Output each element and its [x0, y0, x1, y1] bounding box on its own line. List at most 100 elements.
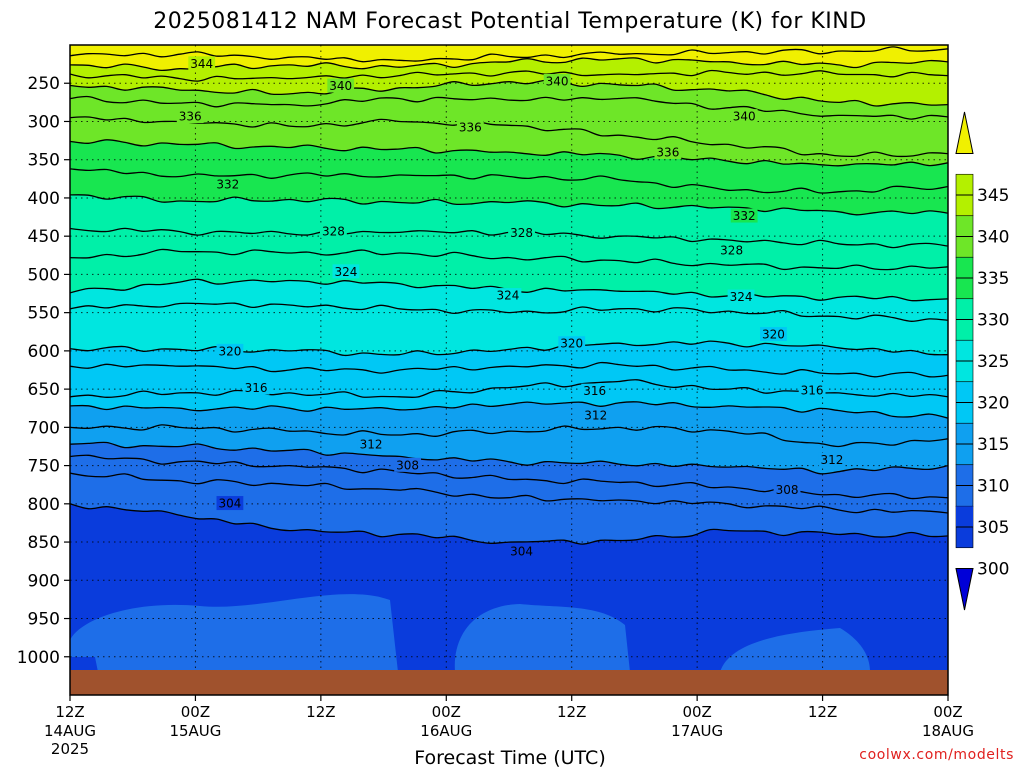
- isentrope-label-text: 312: [360, 438, 383, 452]
- theta-band-336: [70, 116, 948, 166]
- isentrope-label-bg: [494, 288, 522, 303]
- plot-border: [69, 44, 949, 696]
- y-tick-label: 1000: [17, 648, 60, 668]
- y-tick-900: 900: [28, 571, 70, 591]
- isentrope-320: [70, 340, 948, 357]
- isentrope-label-bg: [242, 380, 270, 395]
- isentrope-label-328: 328: [508, 225, 535, 240]
- isentrope-label-bg: [320, 223, 347, 238]
- theta-band-306: [70, 473, 948, 545]
- isentrope-label-bg: [214, 177, 242, 192]
- y-tick-label: 500: [28, 265, 60, 285]
- isentrope-338: [70, 95, 948, 120]
- y-tick-500: 500: [28, 265, 70, 285]
- isentrope-label-text: 308: [776, 483, 799, 497]
- x-tick-label-line1: 12Z: [306, 703, 335, 721]
- isentrope-label-bg: [798, 382, 826, 397]
- isentrope-label-bg: [394, 457, 422, 472]
- isentrope-label-bg: [760, 327, 787, 342]
- colorbar-label-305: 305: [977, 518, 1009, 538]
- isentrope-label-text: 316: [245, 381, 268, 395]
- isentrope-label-316: 316: [798, 382, 826, 397]
- isentrope-label-text: 304: [510, 545, 533, 559]
- isentrope-label-text: 308: [396, 458, 419, 472]
- x-tick-label-line1: 12Z: [808, 703, 837, 721]
- theta-band-330: [70, 194, 948, 248]
- isentrope-306: [70, 472, 948, 514]
- isentrope-332: [70, 168, 948, 194]
- isentrope-label-bg: [327, 78, 355, 93]
- theta-band-328: [70, 228, 948, 270]
- isentrope-label-text: 344: [190, 57, 213, 71]
- x-tick-label-line2: 16AUG: [420, 722, 472, 740]
- isentrope-label-text: 340: [546, 74, 569, 88]
- isentrope-label-text: 328: [322, 224, 345, 238]
- isentrope-label-328: 328: [320, 223, 347, 238]
- x-tick-label-line3: 2025: [51, 740, 89, 758]
- isentrope-340: [70, 79, 948, 107]
- cold-pool-2: [454, 604, 630, 672]
- colorbar-label-320: 320: [977, 394, 1009, 414]
- isentrope-label-bg: [773, 482, 801, 497]
- cold-pool-3: [720, 628, 870, 672]
- isentrope-label-text: 328: [720, 243, 743, 257]
- theta-band-332: [70, 168, 948, 215]
- colorbar-segment-low: [956, 506, 973, 527]
- isentrope-330: [70, 194, 948, 216]
- isentrope-label-340: 340: [327, 78, 355, 93]
- x-tick-label-line1: 00Z: [432, 703, 461, 721]
- isentrope-label-320: 320: [760, 327, 787, 342]
- y-tick-label: 250: [28, 74, 60, 94]
- y-tick-label: 400: [28, 189, 60, 209]
- isentrope-label-bg: [176, 109, 204, 124]
- theta-fill-bands: [70, 46, 948, 670]
- x-tick-label-line2: 18AUG: [922, 722, 974, 740]
- y-tick-label: 450: [28, 227, 60, 247]
- isentrope-label-text: 304: [218, 497, 241, 511]
- isentrope-label-text: 332: [216, 178, 239, 192]
- isentrope-312: [70, 424, 948, 448]
- chart-title: 2025081412 NAM Forecast Potential Temper…: [153, 9, 866, 34]
- theta-band-312: [70, 424, 948, 474]
- theta-band-308: [70, 455, 948, 513]
- isentrope-label-328: 328: [718, 242, 746, 257]
- isentrope-label-312: 312: [582, 408, 610, 423]
- y-tick-label: 600: [28, 342, 60, 362]
- colorbar: 300 305 310 315 320 325 330 335 340 345: [955, 111, 1009, 611]
- isentrope-334: [70, 139, 948, 167]
- isentrope-342: [70, 69, 948, 82]
- plot-area: 344 340 340 340 336 336 336 332 332 328 328 328 324 3…: [70, 45, 948, 695]
- x-axis-title: Forecast Time (UTC): [414, 747, 605, 768]
- theta-band-326: [70, 249, 948, 301]
- isentrope-304: [70, 503, 948, 545]
- cold-pool-1: [70, 594, 398, 672]
- y-tick-350: 350: [28, 151, 70, 171]
- isentrope-label-312: 312: [357, 437, 385, 452]
- isentrope-labels: 344 340 340 340 336 336 336 332 332 328 328 328 324 3…: [176, 56, 846, 559]
- isentrope-label-bg: [332, 264, 360, 279]
- y-tick-label: 650: [28, 380, 60, 400]
- isentrope-314: [70, 401, 948, 419]
- isentrope-label-320: 320: [216, 343, 244, 358]
- isentrope-label-text: 340: [329, 79, 352, 93]
- isentrope-label-336: 336: [654, 145, 682, 160]
- colorbar-label-330: 330: [977, 311, 1009, 331]
- isentrope-label-bg: [357, 437, 385, 452]
- isentrope-322: [70, 302, 948, 322]
- colorbar-label-315: 315: [977, 435, 1009, 455]
- theta-band-310: [70, 442, 948, 499]
- isentrope-label-bg: [456, 119, 484, 134]
- x-tick-label-line1: 00Z: [933, 703, 962, 721]
- x-tick-48: 12Z: [557, 695, 586, 721]
- y-tick-label: 900: [28, 571, 60, 591]
- isentrope-label-bg: [654, 145, 682, 160]
- x-tick-label-line1: 12Z: [55, 703, 84, 721]
- y-tick-label: 550: [28, 304, 60, 324]
- isentrope-label-bg: [543, 73, 571, 88]
- colorbar-label-325: 325: [977, 352, 1009, 372]
- isentrope-346: [70, 46, 948, 63]
